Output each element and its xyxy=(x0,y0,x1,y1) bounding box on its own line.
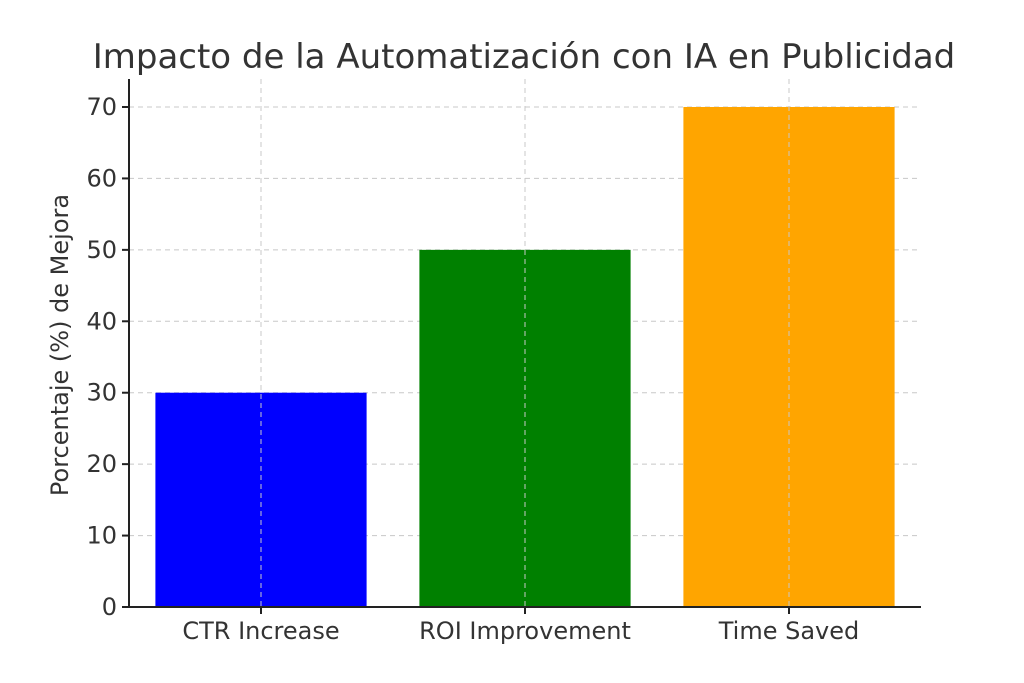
x-tick-label: CTR Increase xyxy=(182,617,339,645)
axes xyxy=(122,79,921,614)
y-tick-label: 0 xyxy=(102,593,117,621)
bar-ctr-increase xyxy=(155,392,367,607)
y-axis-label: Porcentaje (%) de Mejora xyxy=(46,194,74,496)
x-tick-label: ROI Improvement xyxy=(419,617,631,645)
y-tick-label: 40 xyxy=(86,307,117,335)
y-tick-label: 10 xyxy=(86,522,117,550)
y-tick-label: 70 xyxy=(86,93,117,121)
bars xyxy=(155,79,895,607)
y-tick-label: 20 xyxy=(86,450,117,478)
y-tick-label: 30 xyxy=(86,379,117,407)
tick-labels: 0 10 20 30 40 50 60 70 CTR Increase ROI Improveme… xyxy=(86,93,859,645)
bar-roi-improvement xyxy=(419,249,631,607)
chart-title: Impacto de la Automatización con IA en P… xyxy=(93,37,956,77)
y-tick-label: 60 xyxy=(86,164,117,192)
y-tick-label: 50 xyxy=(86,236,117,264)
x-tick-label: Time Saved xyxy=(718,617,860,645)
